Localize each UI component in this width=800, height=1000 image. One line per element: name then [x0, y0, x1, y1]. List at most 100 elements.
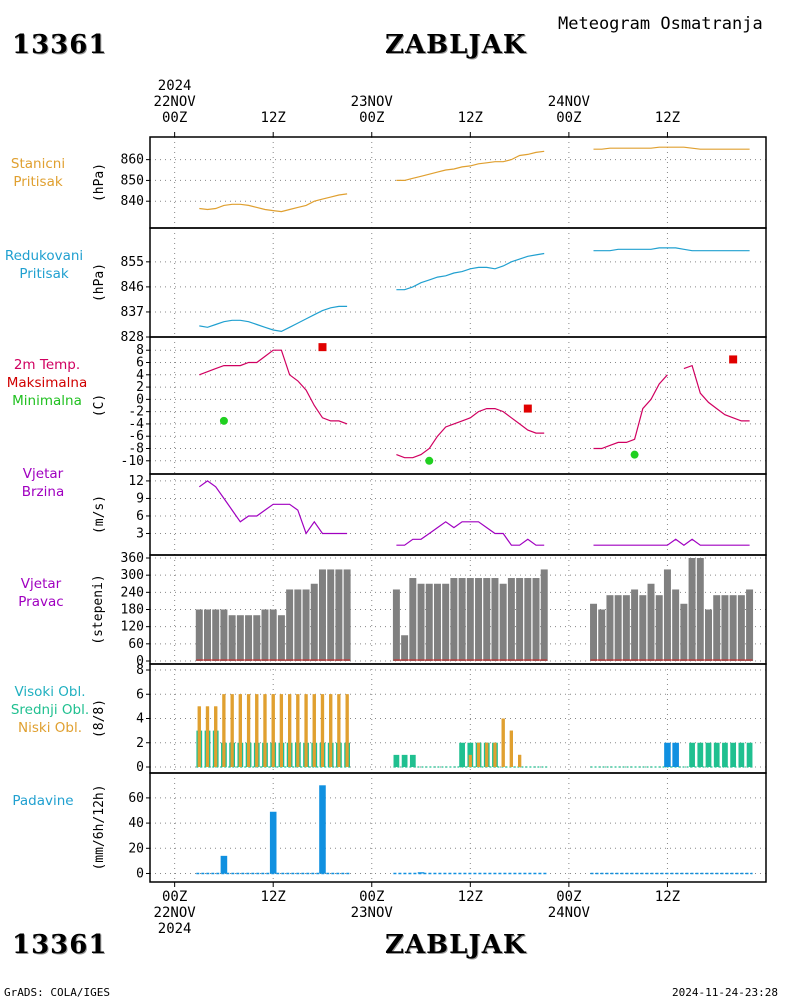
y-tick-label: 240	[121, 585, 144, 600]
time-label: 12Z	[654, 889, 681, 905]
footer-timestamp: 2024-11-24-23:28	[672, 986, 778, 999]
rain-bar	[220, 855, 228, 874]
y-axis-unit: (hPa)	[92, 263, 107, 302]
series-line	[396, 252, 545, 291]
cloud-bar-low	[205, 706, 210, 767]
wind-dir-bar	[705, 609, 712, 661]
y-tick-label: 180	[121, 603, 144, 618]
wind-dir-bar	[663, 569, 671, 661]
wind-dir-bar	[236, 615, 244, 661]
rain-bar	[417, 872, 425, 874]
wind-dir-bar	[540, 569, 548, 661]
y-tick-label: 12	[128, 474, 144, 489]
wind-dir-bar	[729, 595, 737, 661]
label-vjetar-pravac: Vjetar Pravac	[18, 576, 64, 610]
cloud-bar-low	[337, 694, 341, 767]
wind-dir-bar	[318, 569, 326, 661]
y-axis-unit: (stepeni)	[91, 574, 106, 644]
wind-dir-bar	[631, 589, 639, 661]
label-redukovani-pritisak: Redukovani Pritisak	[4, 248, 84, 282]
wind-dir-bar	[507, 578, 515, 661]
wind-dir-bar	[310, 583, 318, 661]
cloud-bar	[730, 742, 737, 767]
wind-dir-bar	[286, 589, 294, 661]
cloud-bar-low	[304, 694, 308, 767]
y-tick-label: 855	[121, 255, 144, 270]
wind-dir-bar	[409, 578, 417, 661]
panel-frame	[149, 473, 767, 556]
wind-dir-bar	[622, 595, 630, 661]
footer-credit: GrADS: COLA/IGES	[4, 986, 110, 999]
cloud-bar	[393, 754, 400, 767]
y-tick-label: 2	[136, 380, 144, 395]
y-tick-label: 6	[136, 356, 144, 371]
cloud-bar-low	[238, 694, 242, 767]
cloud-bar-low	[518, 754, 522, 767]
cloud-bar	[697, 742, 704, 767]
panel-frame	[149, 136, 767, 229]
wind-dir-bar	[466, 578, 474, 661]
time-label: 2024 22NOV 00Z	[153, 78, 196, 126]
wind-dir-bar	[524, 578, 532, 661]
series-line	[396, 521, 545, 546]
wind-dir-bar	[647, 583, 655, 661]
panel-1: 840 850 860 (hPa)	[92, 136, 767, 229]
wind-dir-bar	[672, 589, 680, 661]
y-tick-label: 9	[136, 491, 144, 506]
wind-dir-bar	[220, 609, 228, 661]
wind-dir-bar	[696, 558, 704, 661]
wind-dir-bar	[204, 609, 211, 661]
cloud-bar-low	[214, 706, 218, 767]
time-label: 00Z 22NOV 2024	[153, 889, 196, 937]
y-axis-unit: (mm/6h/12h)	[92, 784, 107, 870]
wind-dir-bar	[491, 578, 499, 661]
wind-dir-bar	[245, 615, 253, 661]
wind-dir-bar	[532, 578, 540, 661]
wind-dir-bar	[590, 603, 598, 661]
cloud-bar-low	[468, 754, 472, 767]
y-tick-label: -10	[121, 454, 144, 469]
cloud-bar-low	[312, 694, 316, 767]
cloud-bar-low	[288, 694, 292, 767]
time-label: 12Z	[654, 110, 681, 126]
series-line	[199, 305, 348, 333]
cloud-bar-low	[485, 742, 489, 767]
panel-6: 0 2 4 6 8 (8/8)	[92, 663, 767, 775]
meteogram-title: Meteogram Osmatranja	[558, 14, 763, 34]
wind-dir-bar	[721, 595, 729, 661]
wind-dir-bar	[302, 589, 310, 661]
min-temp-marker	[425, 456, 434, 465]
cloud-bar	[409, 754, 416, 767]
y-tick-label: -8	[128, 442, 144, 457]
wind-dir-bar	[392, 589, 400, 661]
series-line	[593, 247, 750, 252]
time-label: 24NOV 00Z	[547, 94, 590, 126]
y-tick-label: 40	[128, 816, 144, 831]
min-temp-marker	[630, 450, 639, 459]
panel-4: 3 6 9 12 (m/s)	[92, 473, 767, 556]
y-tick-label: 840	[121, 194, 144, 209]
cloud-bar-low	[509, 730, 513, 767]
cloud-bar-low	[197, 706, 201, 767]
cloud-bar-low	[320, 694, 325, 767]
y-tick-label: 837	[121, 305, 144, 320]
time-label: 12Z	[260, 889, 286, 905]
y-tick-label: -6	[128, 429, 144, 444]
wind-dir-bar	[442, 583, 450, 661]
rain-bar	[319, 785, 326, 874]
cloud-bar-low	[493, 742, 497, 767]
y-tick-label: 2	[136, 736, 144, 751]
cloud-bar-low	[296, 694, 300, 767]
cloud-bar	[705, 742, 712, 767]
panel-7: 0 20 40 60 (mm/6h/12h)	[92, 772, 767, 883]
wind-dir-bar	[713, 595, 721, 661]
wind-dir-bar	[483, 578, 491, 661]
wind-dir-bar	[335, 569, 343, 661]
wind-dir-bar	[261, 609, 269, 661]
wind-dir-bar	[639, 595, 647, 661]
y-tick-label: 6	[136, 509, 144, 524]
wind-dir-bar	[746, 589, 754, 661]
series-line	[593, 538, 750, 546]
wind-dir-bar	[737, 595, 745, 661]
